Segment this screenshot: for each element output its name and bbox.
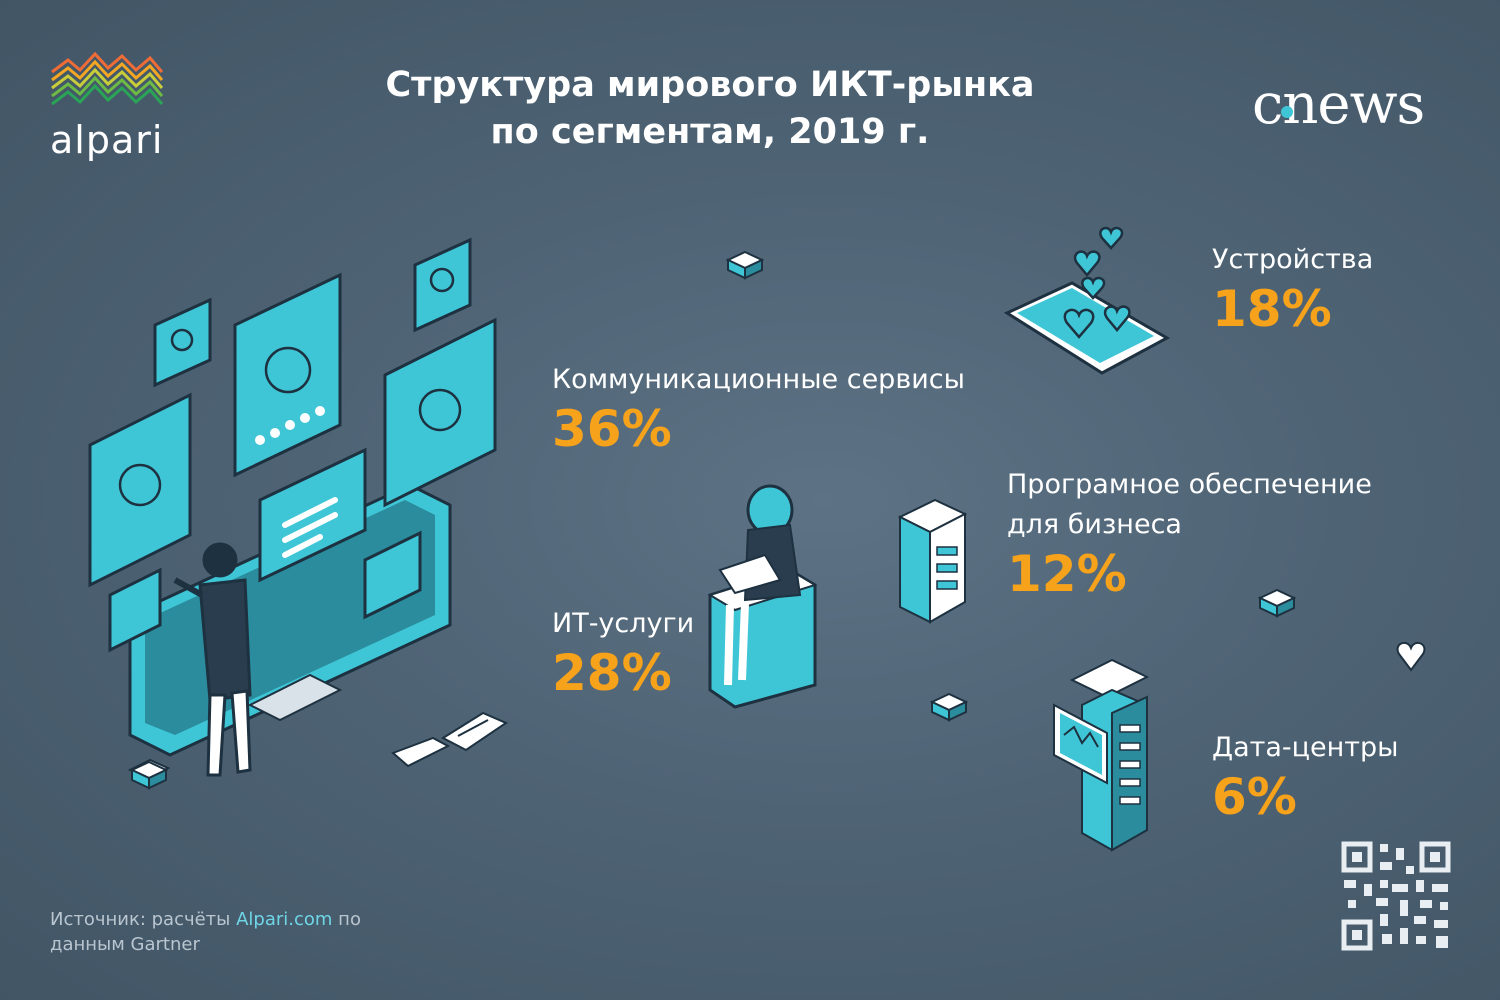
page-title: Структура мирового ИКТ-рынка по сегмента… xyxy=(340,62,1080,156)
segment-value: 36% xyxy=(552,400,672,458)
segment-devices: Устройства 18% xyxy=(1212,240,1373,338)
segment-label: ИТ-услуги xyxy=(552,608,695,639)
source-prefix: Источник: расчёты xyxy=(50,909,237,930)
source-link[interactable]: Alpari.com xyxy=(236,909,333,930)
source-suffix: по данным Gartner xyxy=(50,909,361,955)
qr-code-icon xyxy=(1341,841,1451,951)
segment-it-services: ИТ-услуги 28% xyxy=(552,604,694,702)
segment-value: 28% xyxy=(552,644,672,702)
alpari-logo-icon xyxy=(51,51,164,106)
server-rack-icon xyxy=(897,498,968,624)
hand-document-icon xyxy=(391,711,509,768)
smartphone-hearts-icon xyxy=(1003,226,1171,375)
cube-icon xyxy=(725,250,765,280)
segment-value: 18% xyxy=(1212,280,1332,338)
title-line-1: Структура мирового ИКТ-рынка xyxy=(385,65,1035,105)
cnews-logo-text: cnews xyxy=(1252,72,1425,137)
monitor-profiles-icon xyxy=(88,237,497,780)
segment-software: Програмное обеспечение для бизнеса 12% xyxy=(1007,465,1372,603)
alpari-logo-text: alpari xyxy=(50,118,164,162)
cube-icon xyxy=(929,692,969,722)
cube-icon xyxy=(1257,588,1297,618)
heart-icon xyxy=(1396,641,1426,672)
segment-label-line-1: Програмное обеспечение xyxy=(1007,469,1372,500)
cube-icon xyxy=(129,760,169,790)
segment-datacenters: Дата-центры 6% xyxy=(1212,728,1398,826)
source-note: Источник: расчёты Alpari.com по данным G… xyxy=(50,907,380,957)
segment-label-line-2: для бизнеса xyxy=(1007,509,1182,540)
segment-value: 6% xyxy=(1212,768,1297,826)
title-line-2: по сегментам, 2019 г. xyxy=(490,112,930,152)
segment-value: 12% xyxy=(1007,545,1127,603)
segment-communication: Коммуникационные сервисы 36% xyxy=(552,360,965,458)
segment-label: Коммуникационные сервисы xyxy=(552,364,965,395)
segment-label: Устройства xyxy=(1212,244,1374,275)
segment-label: Дата-центры xyxy=(1212,732,1399,763)
cnews-dot-icon xyxy=(1281,106,1293,118)
datacenter-rack-icon xyxy=(1053,658,1150,852)
woman-laptop-icon xyxy=(707,484,818,709)
